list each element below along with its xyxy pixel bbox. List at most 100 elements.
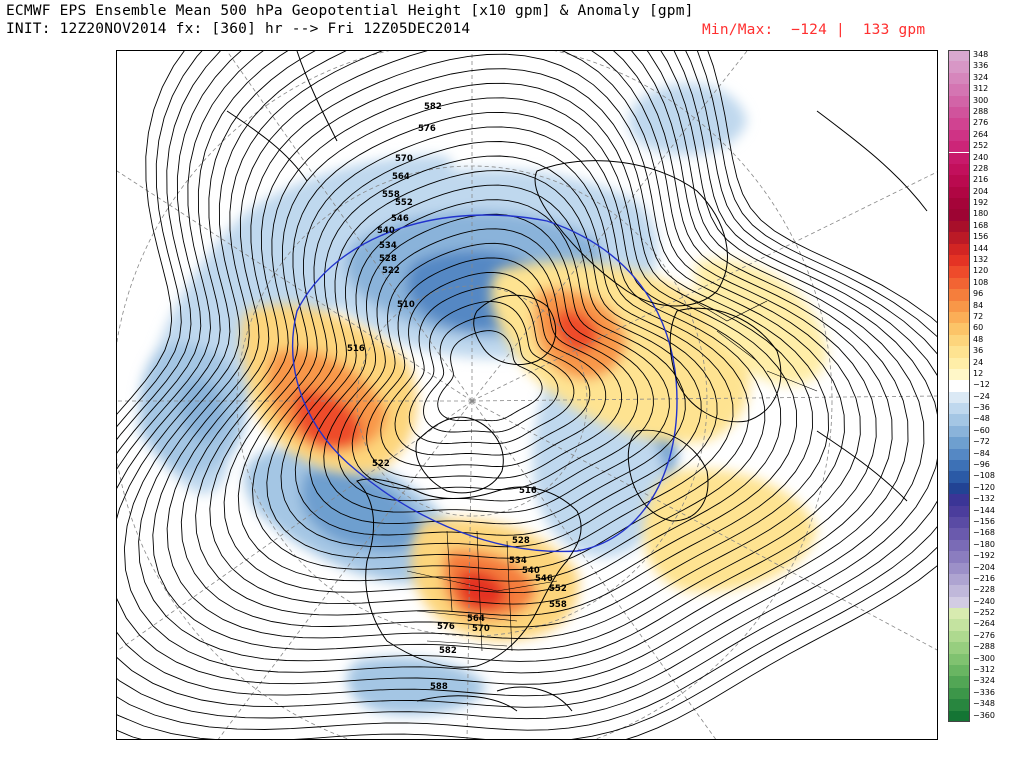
legend-swatch <box>948 528 970 540</box>
contour-label: 570 <box>472 624 490 634</box>
height-contour-line <box>138 51 877 662</box>
legend-label: 156 <box>973 232 989 242</box>
legend-swatch <box>948 186 970 199</box>
init-forecast-line: INIT: 12Z20NOV2014 fx: [360] hr --> Fri … <box>6 21 471 37</box>
contour-label: 540 <box>377 226 395 236</box>
height-contour-line <box>294 184 702 536</box>
legend-swatch <box>948 95 970 107</box>
legend-entry: −48 <box>948 414 1024 426</box>
contour-label: 576 <box>437 622 455 632</box>
legend-label: −132 <box>973 494 995 504</box>
legend-label: 144 <box>973 243 989 253</box>
legend-swatch <box>948 516 970 529</box>
legend-label: 240 <box>973 152 989 162</box>
legend-swatch <box>948 437 970 449</box>
legend-label: 324 <box>973 72 989 82</box>
height-contour-line <box>223 111 782 594</box>
contour-label: 534 <box>509 556 527 566</box>
legend-swatch <box>948 585 970 597</box>
legend-entry: −12 <box>948 380 1024 392</box>
legend-swatch <box>948 277 970 290</box>
height-contours <box>117 51 937 739</box>
height-contour-line <box>117 51 925 697</box>
legend-swatch <box>948 243 970 255</box>
legend-label: 48 <box>973 334 984 344</box>
legend-entry: 36 <box>948 346 1024 358</box>
legend-swatch <box>948 163 970 176</box>
height-contour-line <box>117 51 937 731</box>
legend-label: 264 <box>973 129 989 139</box>
legend-entry: 288 <box>948 106 1024 119</box>
legend-label: 192 <box>973 198 989 208</box>
legend-swatch <box>948 562 970 574</box>
height-contour-line <box>117 51 937 739</box>
legend-swatch <box>948 482 970 495</box>
height-contour-line <box>123 51 893 674</box>
legend-entry: 312 <box>948 84 1024 96</box>
legend-swatch <box>948 311 970 324</box>
legend-entry: 60 <box>948 323 1024 335</box>
legend-entry: −192 <box>948 551 1024 563</box>
legend-entry: −240 <box>948 596 1024 609</box>
legend-swatch <box>948 665 970 677</box>
contour-label: 534 <box>379 241 397 251</box>
legend-swatch <box>948 141 970 153</box>
height-contour-line <box>266 155 734 559</box>
contour-label: 528 <box>512 536 530 546</box>
height-contour-line <box>394 286 591 456</box>
height-contour-line <box>408 301 575 445</box>
political-borders <box>406 290 818 652</box>
contour-labels: 5825765705645585525465405345285225105165… <box>347 102 567 692</box>
legend-swatch <box>948 448 970 461</box>
legend-label: 84 <box>973 300 984 310</box>
contour-label: 510 <box>397 300 415 310</box>
height-contour-line <box>166 53 845 639</box>
legend-swatch <box>948 471 970 483</box>
legend-swatch <box>948 460 970 472</box>
legend-swatch <box>948 699 970 711</box>
height-contour-line <box>423 315 559 433</box>
graticule <box>117 51 937 739</box>
legend-swatch <box>948 551 970 563</box>
legend-entry: 336 <box>948 61 1024 73</box>
legend-entry: 12 <box>948 368 1024 381</box>
legend-swatch <box>948 380 970 392</box>
legend-entry: 324 <box>948 72 1024 85</box>
legend-label: 180 <box>973 209 989 219</box>
legend-label: −192 <box>973 551 995 561</box>
legend-entry: −108 <box>948 471 1024 483</box>
legend-entry: −300 <box>948 653 1024 666</box>
min-max-readout: Min/Max: −124 | 133 gpm <box>702 22 926 38</box>
map-panel: 582 576 570 564 558 552 546 540 534 528 522 510 516 5… <box>116 50 938 740</box>
legend-label: −144 <box>973 505 995 515</box>
legend-label: 204 <box>973 186 989 196</box>
legend-entry: 108 <box>948 277 1024 290</box>
contour-label: 522 <box>382 266 400 276</box>
legend-swatch <box>948 84 970 96</box>
blue-540-contour <box>292 214 678 553</box>
legend-swatch <box>948 198 970 210</box>
legend-label: −108 <box>973 471 995 481</box>
legend-label: 336 <box>973 61 989 71</box>
legend-label: −12 <box>973 380 990 390</box>
legend-label: −84 <box>973 448 990 458</box>
legend-swatch <box>948 209 970 221</box>
legend-entry: −312 <box>948 665 1024 677</box>
height-contour-line <box>323 213 670 513</box>
legend-entry: −120 <box>948 482 1024 495</box>
legend-entry: 240 <box>948 152 1024 164</box>
contour-label: 516 <box>347 344 365 354</box>
contour-label: 540 <box>522 566 540 576</box>
legend-label: −336 <box>973 687 995 697</box>
legend-entry: −168 <box>948 528 1024 540</box>
legend-entry: −348 <box>948 699 1024 711</box>
contour-label: 582 <box>439 646 457 656</box>
legend-entry: −264 <box>948 619 1024 631</box>
legend-label: −60 <box>973 425 990 435</box>
height-contour-line <box>309 199 686 525</box>
contour-label: 516 <box>519 486 537 496</box>
legend-label: −252 <box>973 608 995 618</box>
legend-swatch <box>948 391 970 404</box>
height-contour-line <box>237 126 766 582</box>
legend-label: −312 <box>973 665 995 675</box>
